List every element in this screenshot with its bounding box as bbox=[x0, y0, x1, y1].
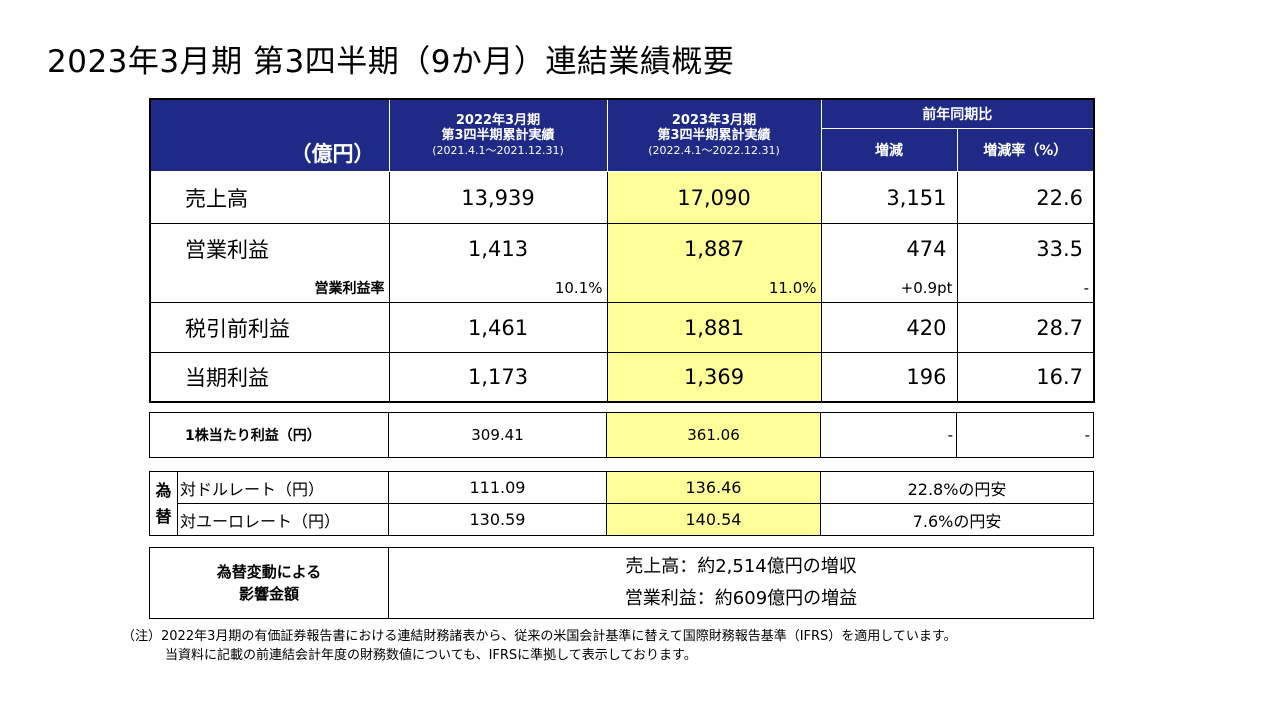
eps-change: - bbox=[820, 412, 957, 458]
prev-value: 1,173 bbox=[388, 352, 608, 403]
fx-note: 22.8%の円安 bbox=[820, 471, 1094, 504]
prev-period-year: 2022年3月期 bbox=[455, 113, 541, 128]
prev-period-range: (2021.4.1～2021.12.31) bbox=[432, 144, 564, 157]
fx-table: 為替 対ドルレート（円） 111.09 136.46 22.8%の円安 対ユーロ… bbox=[149, 471, 1094, 536]
footnote-line: 当資料に記載の前連結会計年度の財務数値についても、IFRSに準拠して表示しており… bbox=[165, 648, 697, 663]
fx-impact-row: 為替変動による 影響金額 売上高：約2,514億円の増収 営業利益：約609億円… bbox=[149, 547, 1094, 619]
table-row: 営業利益 1,413 1,887 474 33.5 bbox=[149, 223, 1095, 274]
fx-impact-values: 売上高：約2,514億円の増収 営業利益：約609億円の増益 bbox=[388, 547, 1094, 619]
unit-label: （億円） bbox=[149, 98, 390, 172]
yoy-header: 前年同期比 bbox=[820, 98, 1095, 129]
rate-value: 22.6 bbox=[956, 171, 1095, 224]
change-value: 474 bbox=[820, 223, 958, 274]
table-row: 税引前利益 1,461 1,881 420 28.7 bbox=[149, 302, 1095, 353]
fx-note: 7.6%の円安 bbox=[820, 503, 1094, 536]
prev-value: 1,461 bbox=[388, 302, 608, 353]
fx-impact-table: 為替変動による 影響金額 売上高：約2,514億円の増収 営業利益：約609億円… bbox=[149, 547, 1094, 619]
prev-value: 1,413 bbox=[388, 223, 608, 274]
margin-curr: 11.0% bbox=[606, 274, 822, 303]
prev-value: 13,939 bbox=[388, 171, 608, 224]
change-value: 420 bbox=[820, 302, 958, 353]
row-label: 税引前利益 bbox=[149, 302, 390, 353]
prev-period-desc: 第3四半期累計実績 bbox=[441, 128, 555, 143]
fx-impact-sales: 売上高：約2,514億円の増収 bbox=[625, 556, 857, 577]
prev-period-header: 2022年3月期 第3四半期累計実績 (2021.4.1～2021.12.31) bbox=[388, 98, 608, 172]
fx-category-label: 為替 bbox=[149, 471, 178, 536]
change-value: 3,151 bbox=[820, 171, 958, 224]
curr-period-year: 2023年3月期 bbox=[671, 113, 757, 128]
fx-impact-label: 為替変動による 影響金額 bbox=[149, 547, 389, 619]
change-rate-header: 増減率（%） bbox=[956, 127, 1095, 173]
curr-period-header: 2023年3月期 第3四半期累計実績 (2022.4.1～2022.12.31) bbox=[606, 98, 822, 172]
margin-prev: 10.1% bbox=[388, 274, 608, 303]
margin-label: 営業利益率 bbox=[149, 274, 390, 303]
rate-value: 28.7 bbox=[956, 302, 1095, 353]
fx-impact-label-line1: 為替変動による bbox=[216, 563, 322, 581]
fx-prev: 111.09 bbox=[388, 471, 607, 504]
row-label: 売上高 bbox=[149, 171, 390, 224]
fx-label: 対ユーロレート（円） bbox=[177, 503, 389, 536]
curr-period-range: (2022.4.1～2022.12.31) bbox=[648, 144, 780, 157]
table-row: 売上高 13,939 17,090 3,151 22.6 bbox=[149, 171, 1095, 224]
margin-rate: - bbox=[956, 274, 1095, 303]
fx-prev: 130.59 bbox=[388, 503, 607, 536]
eps-rate: - bbox=[956, 412, 1094, 458]
margin-change: +0.9pt bbox=[820, 274, 958, 303]
footnote: （注）2022年3月期の有価証券報告書における連結財務諸表から、従来の米国会計基… bbox=[122, 627, 957, 665]
fx-row: 為替 対ドルレート（円） 111.09 136.46 22.8%の円安 bbox=[149, 471, 1094, 536]
curr-value: 17,090 bbox=[606, 171, 822, 224]
curr-value: 1,881 bbox=[606, 302, 822, 353]
eps-prev: 309.41 bbox=[388, 412, 607, 458]
curr-period-desc: 第3四半期累計実績 bbox=[657, 128, 771, 143]
footnote-line: （注）2022年3月期の有価証券報告書における連結財務諸表から、従来の米国会計基… bbox=[122, 629, 957, 644]
table-row: 当期利益 1,173 1,369 196 16.7 bbox=[149, 352, 1095, 403]
curr-value: 1,887 bbox=[606, 223, 822, 274]
row-label: 営業利益 bbox=[149, 223, 390, 274]
row-label: 当期利益 bbox=[149, 352, 390, 403]
curr-value: 1,369 bbox=[606, 352, 822, 403]
eps-table: 1株当たり利益（円） 309.41 361.06 - - bbox=[149, 412, 1094, 458]
rate-value: 16.7 bbox=[956, 352, 1095, 403]
change-header: 増減 bbox=[820, 127, 958, 173]
eps-curr: 361.06 bbox=[606, 412, 821, 458]
fx-curr: 140.54 bbox=[606, 503, 821, 536]
fx-label: 対ドルレート（円） bbox=[177, 471, 389, 504]
eps-row: 1株当たり利益（円） 309.41 361.06 - - bbox=[149, 412, 1094, 458]
eps-label: 1株当たり利益（円） bbox=[149, 412, 389, 458]
fx-curr: 136.46 bbox=[606, 471, 821, 504]
fx-impact-op: 営業利益：約609億円の増益 bbox=[624, 588, 858, 609]
results-table: （億円） 2022年3月期 第3四半期累計実績 (2021.4.1～2021.1… bbox=[149, 98, 1095, 403]
margin-row: 営業利益率 10.1% 11.0% +0.9pt - bbox=[149, 274, 1095, 303]
change-value: 196 bbox=[820, 352, 958, 403]
fx-row: 対ユーロレート（円） 130.59 140.54 7.6%の円安 bbox=[150, 503, 1094, 536]
fx-impact-label-line2: 影響金額 bbox=[238, 585, 299, 603]
rate-value: 33.5 bbox=[956, 223, 1095, 274]
page-title: 2023年3月期 第3四半期（9か月）連結業績概要 bbox=[47, 44, 735, 80]
